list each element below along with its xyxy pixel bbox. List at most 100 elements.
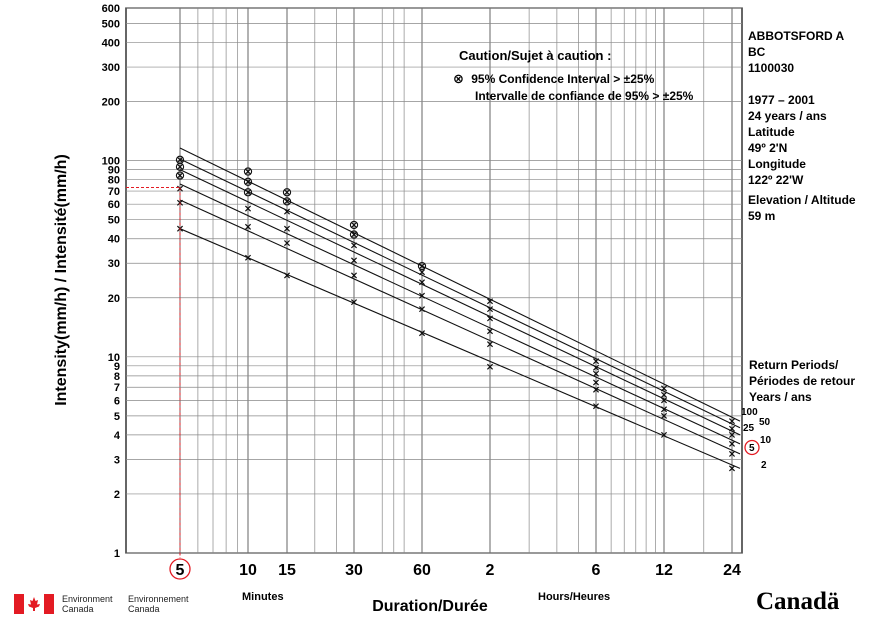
y-tick-label: 200 (102, 97, 120, 109)
x-tick-label: 24 (723, 562, 741, 579)
y-tick-label: 2 (114, 489, 120, 501)
y-tick-label: 50 (108, 215, 120, 227)
y-tick-label: 4 (114, 430, 121, 442)
return-period-label-10: 10 (760, 435, 772, 446)
data-point-25yr (592, 370, 600, 377)
x-tick-label: 6 (592, 562, 601, 579)
data-point-5yr (486, 341, 494, 348)
data-point-25yr (728, 431, 736, 438)
data-point-25yr (283, 208, 291, 215)
hours-label: Hours/Heures (538, 591, 611, 603)
data-point-10yr (592, 379, 600, 386)
x-tick-label: 30 (345, 562, 363, 579)
x-tick-label: 15 (278, 562, 296, 579)
canada-flag-icon (14, 594, 54, 619)
return-period-label-25: 25 (743, 423, 755, 434)
y-tick-label: 10 (108, 352, 120, 364)
data-point-50yr (660, 391, 668, 398)
dept-name-fr: Environnement Canada (128, 594, 189, 614)
caution-box: Caution/Sujet à caution : ⊗ 95% Confiden… (453, 48, 693, 103)
data-point-10yr (728, 440, 736, 447)
y-tick-label: 3 (114, 454, 120, 466)
return-period-label-2: 2 (761, 460, 767, 471)
caution-title: Caution/Sujet à caution : (459, 48, 612, 63)
data-point-10yr (660, 406, 668, 413)
data-point-2yr (592, 403, 600, 410)
return-period-label-50: 50 (759, 417, 771, 428)
data-point-5yr (660, 412, 668, 419)
return-period-label-5: 5 (749, 443, 755, 454)
confidence-marker-100yr (282, 188, 292, 197)
y-tick-label: 70 (108, 186, 120, 198)
data-point-25yr (660, 397, 668, 404)
y-tick-label: 8 (114, 371, 120, 383)
fit-line-100yr (179, 147, 741, 422)
data-point-5yr (418, 306, 426, 313)
latitude-value: 49º 2'N (748, 141, 788, 155)
y-tick-label: 6 (114, 395, 120, 407)
elevation-value: 59 m (748, 209, 776, 223)
data-point-100yr (486, 298, 494, 305)
x-tick-label: 12 (655, 562, 673, 579)
data-point-100yr (660, 385, 668, 392)
longitude-value: 122º 22'W (748, 173, 804, 187)
longitude-label: Longitude (748, 157, 806, 171)
canada-wordmark: Canadä (756, 588, 840, 615)
station-years: 24 years / ans (748, 109, 827, 123)
y-tick-label: 90 (108, 165, 120, 177)
y-tick-label: 60 (108, 199, 120, 211)
confidence-symbol-icon: ⊗ (453, 71, 464, 86)
y-tick-label: 9 (114, 361, 120, 373)
data-point-100yr (728, 418, 736, 425)
data-point-100yr (592, 358, 600, 365)
station-info: ABBOTSFORD A BC 1100030 1977 – 2001 24 y… (748, 28, 856, 224)
data-point-2yr (350, 299, 358, 306)
return-period-title-en: Return Periods/ (749, 358, 839, 372)
data-point-10yr (418, 292, 426, 299)
y-tick-label: 400 (102, 38, 120, 50)
y-tick-label: 20 (108, 293, 120, 305)
return-period-title-fr: Périodes de retour (749, 374, 856, 388)
x-tick-label: 2 (486, 562, 495, 579)
x-tick-label: 5 (176, 562, 185, 579)
return-period-units: Years / ans (749, 390, 812, 404)
dept-name-en: Environment Canada (62, 594, 113, 614)
confidence-marker-100yr (175, 155, 185, 164)
y-tick-label: 40 (108, 234, 120, 246)
confidence-marker-50yr (282, 197, 292, 206)
confidence-marker-50yr (349, 230, 359, 239)
data-point-5yr (728, 450, 736, 457)
y-tick-label: 600 (102, 3, 120, 15)
fit-line-2yr (179, 228, 741, 469)
data-point-50yr (592, 364, 600, 371)
data-point-2yr (418, 330, 426, 337)
highlight-duration-circle (169, 558, 191, 580)
return-period-legend: Return Periods/ Périodes de retour Years… (749, 357, 855, 405)
highlight-return-period-circle (744, 439, 760, 456)
confidence-marker-25yr (243, 188, 253, 197)
data-point-2yr (660, 431, 668, 438)
data-point-5yr (350, 272, 358, 279)
data-point-10yr (350, 257, 358, 264)
confidence-marker-100yr (349, 220, 359, 230)
y-tick-label: 500 (102, 19, 120, 31)
data-point-10yr (283, 225, 291, 232)
fit-line-5yr (179, 199, 741, 455)
data-point-5yr (244, 223, 252, 230)
data-point-2yr (244, 254, 252, 261)
data-point-25yr (486, 315, 494, 322)
data-point-25yr (350, 242, 358, 249)
data-point-10yr (244, 205, 252, 212)
data-point-50yr (728, 425, 736, 432)
x-tick-label: 10 (239, 562, 257, 579)
station-province: BC (748, 45, 766, 59)
y-axis-title: Intensity(mm/h) / Intensité(mm/h) (53, 154, 70, 406)
y-tick-label: 300 (102, 62, 120, 74)
confidence-marker-100yr (243, 167, 253, 176)
data-point-25yr (418, 279, 426, 286)
latitude-label: Latitude (748, 125, 795, 139)
data-point-10yr (486, 328, 494, 335)
data-point-50yr (486, 306, 494, 313)
minutes-label: Minutes (242, 591, 284, 603)
data-point-5yr (592, 386, 600, 393)
